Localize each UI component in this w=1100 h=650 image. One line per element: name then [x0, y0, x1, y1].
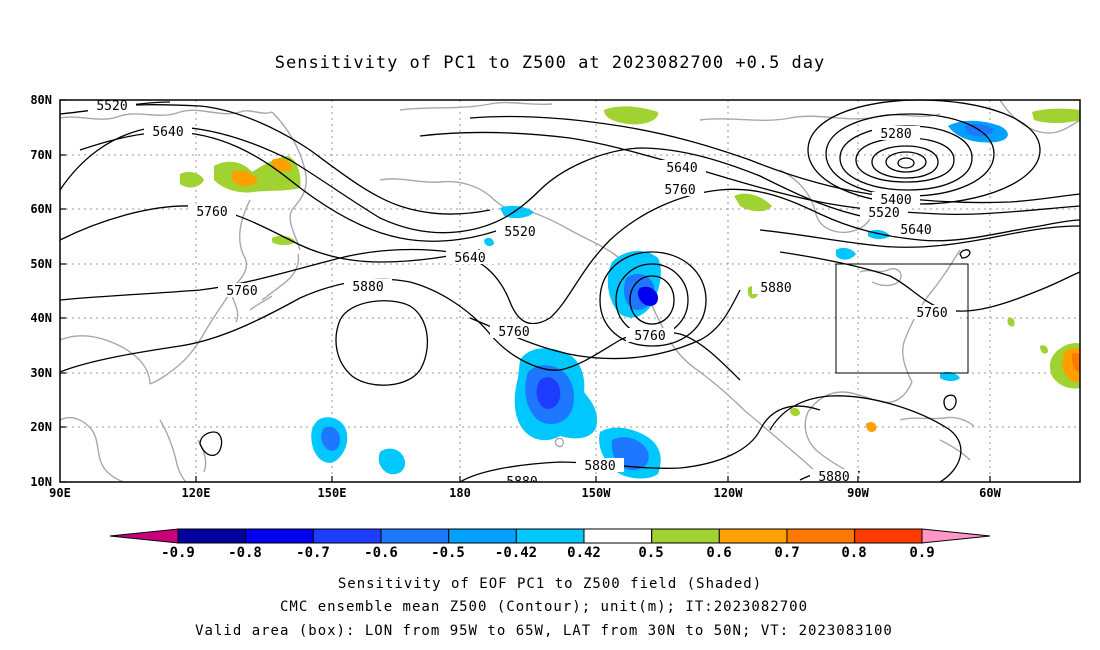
coastlines: [59, 99, 1081, 483]
contour-label: 5520: [96, 99, 127, 114]
lon-tick-label: 150E: [318, 486, 347, 500]
contour-label: 5400: [880, 193, 911, 208]
colorbar-bin: [718, 528, 788, 544]
latitude-labels: 80N 70N 60N 50N 40N 30N 20N 10N: [30, 93, 52, 489]
contour-label: 5520: [504, 225, 535, 240]
contour-label: 5880: [506, 475, 537, 490]
contour-label: 5760: [498, 325, 529, 340]
caption-contour: CMC ensemble mean Z500 (Contour); unit(m…: [280, 599, 808, 615]
contour-label: 5880: [584, 459, 615, 474]
contour-label: 5760: [226, 284, 257, 299]
figure-title: Sensitivity of PC1 to Z500 at 2023082700…: [275, 53, 826, 73]
colorbar-bin: [177, 528, 247, 544]
colorbar-bin: [786, 528, 856, 544]
lat-tick-label: 30N: [30, 366, 52, 380]
contour-label: 5760: [634, 329, 665, 344]
colorbar-label: -0.6: [364, 545, 398, 561]
colorbar-bin: [515, 528, 585, 544]
colorbar-bin: [651, 528, 720, 544]
colorbar-bin: [245, 528, 314, 544]
colorbar-label: -0.9: [161, 545, 195, 561]
contour-labels: 5520 5640 5760 5520 5640 5760 5880 5760 …: [88, 98, 956, 490]
colorbar-label: -0.42: [495, 545, 537, 561]
contour-label: 5280: [880, 127, 911, 142]
colorbar-label: 0.9: [909, 545, 934, 561]
colorbar-label: 0.7: [774, 545, 799, 561]
caption-valid-area: Valid area (box): LON from 95W to 65W, L…: [195, 623, 893, 639]
colorbar-bin: [448, 528, 517, 544]
colorbar-label: 0.42: [567, 545, 601, 561]
contour-label: 5520: [868, 206, 899, 221]
lon-tick-label: 60W: [979, 486, 1001, 500]
colorbar-label: 0.6: [706, 545, 731, 561]
lat-tick-label: 50N: [30, 257, 52, 271]
lon-tick-label: 120W: [714, 486, 744, 500]
lat-tick-label: 70N: [30, 148, 52, 162]
lon-tick-label: 90W: [847, 486, 869, 500]
longitude-labels: 90E 120E 150E 180 150W 120W 90W 60W: [49, 486, 1001, 500]
lat-tick-label: 80N: [30, 93, 52, 107]
lon-tick-label: 90E: [49, 486, 71, 500]
colorbar-bin: [854, 528, 923, 544]
map-frame: [59, 99, 1081, 483]
contour-label: 5880: [352, 280, 383, 295]
contour-label: 5760: [664, 183, 695, 198]
sensitivity-shading: [180, 106, 1080, 479]
colorbar-label: 0.8: [841, 545, 866, 561]
lon-tick-label: 180: [449, 486, 471, 500]
colorbar-high-arrow: [921, 528, 991, 544]
contour-label: 5760: [916, 306, 947, 321]
contour-label: 5640: [666, 161, 697, 176]
valid-area-box: [835, 263, 969, 374]
contour-label: 5640: [454, 251, 485, 266]
colorbar-low-arrow: [109, 528, 179, 544]
lat-tick-label: 40N: [30, 311, 52, 325]
contour-label: 5880: [760, 281, 791, 296]
contour-label: 5640: [900, 223, 931, 238]
colorbar-bin: [583, 528, 653, 544]
colorbar-bin: [380, 528, 450, 544]
colorbar: [109, 528, 991, 544]
caption-shading: Sensitivity of EOF PC1 to Z500 field (Sh…: [338, 576, 762, 592]
colorbar-bin: [312, 528, 382, 544]
captions: Sensitivity of EOF PC1 to Z500 field (Sh…: [195, 576, 893, 639]
colorbar-label: 0.5: [638, 545, 663, 561]
axis-ticks: [60, 99, 991, 483]
map-panel: 5520 5640 5760 5520 5640 5760 5880 5760 …: [59, 98, 1081, 490]
colorbar-label: -0.5: [431, 545, 465, 561]
contour-label: 5640: [152, 125, 183, 140]
lat-tick-label: 20N: [30, 420, 52, 434]
contour-label: 5760: [196, 205, 227, 220]
lon-tick-label: 150W: [582, 486, 612, 500]
colorbar-labels: -0.9 -0.8 -0.7 -0.6 -0.5 -0.42 0.42 0.5 …: [161, 545, 935, 561]
lat-tick-label: 10N: [30, 475, 52, 489]
lat-tick-label: 60N: [30, 202, 52, 216]
lon-tick-label: 120E: [182, 486, 211, 500]
colorbar-label: -0.8: [228, 545, 262, 561]
colorbar-label: -0.7: [296, 545, 330, 561]
